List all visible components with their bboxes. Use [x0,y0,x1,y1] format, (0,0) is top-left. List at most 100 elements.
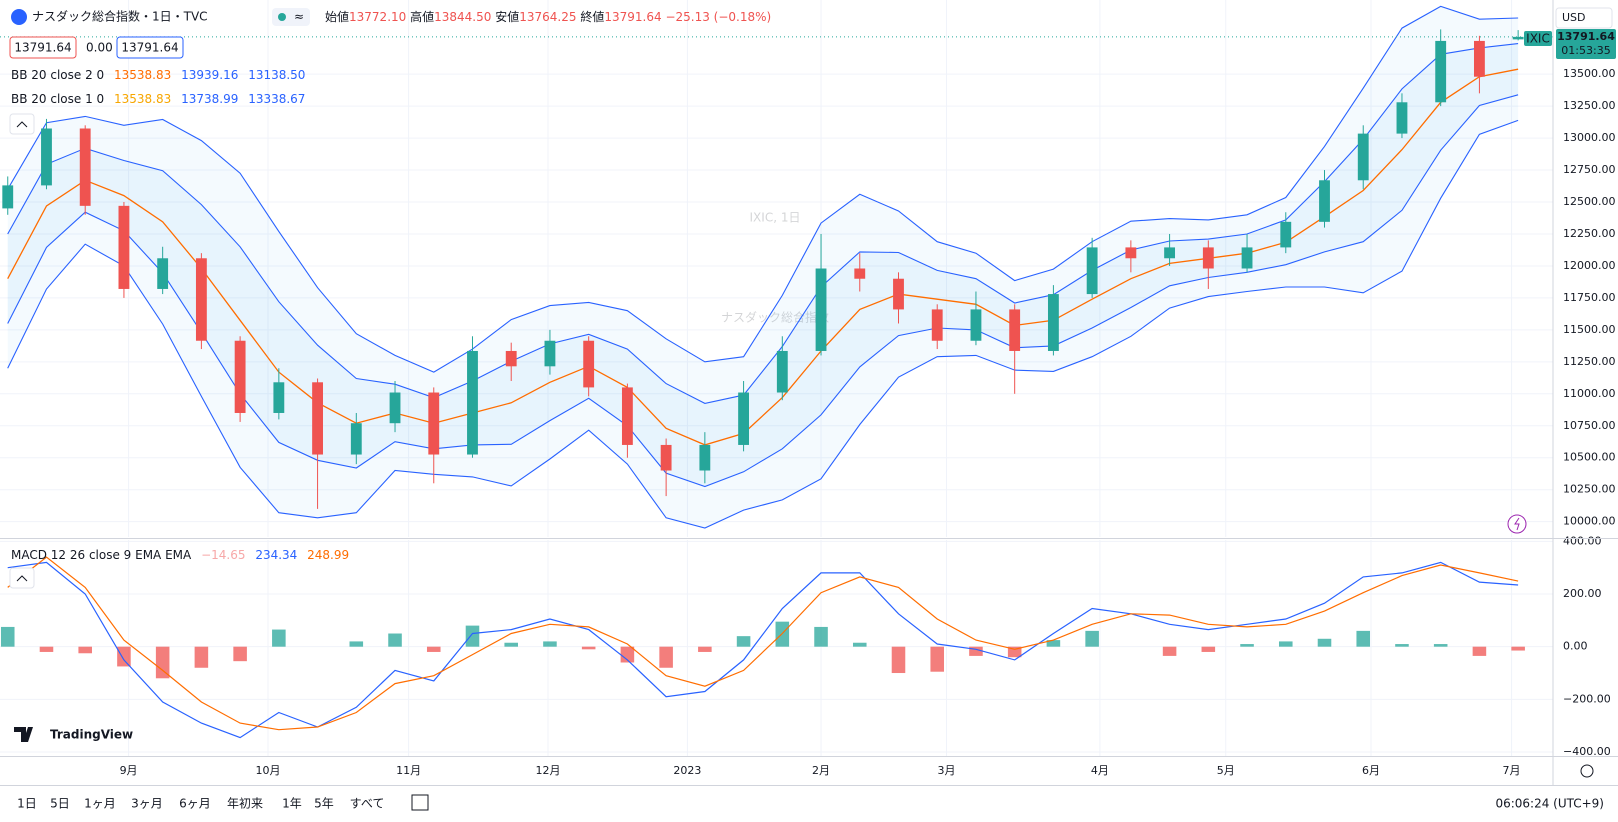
y-tick-label: 10250.00 [1563,483,1616,496]
currency-button[interactable] [1555,7,1613,29]
currency[interactable]: USD [1562,11,1586,24]
histogram-bar [78,646,92,654]
y-tick-label: 12000.00 [1563,259,1616,272]
indicator-value: 13738.99 [181,92,238,106]
histogram-bar [465,625,480,647]
histogram-bar [930,646,944,672]
y-tick-label: 12750.00 [1563,163,1616,176]
brand[interactable]: TradingView [50,728,133,742]
histogram-bar [155,646,170,679]
histogram-bar [1511,646,1525,651]
range-button[interactable]: 1ヶ月 [84,797,116,811]
range-button[interactable]: 5年 [314,797,334,811]
y-tick-label: 10750.00 [1563,419,1616,432]
candle-body [389,392,401,424]
indicator-name: BB 20 close 1 0 [11,92,104,106]
indicator-value: 234.34 [255,548,297,562]
settings-icon[interactable] [1580,764,1594,778]
date-range-icon[interactable] [411,794,429,811]
ohlc-label: 終値 [580,9,604,24]
indicator-value: −14.65 [201,548,245,562]
bid-box [9,36,77,59]
candle-body [621,387,633,445]
histogram-bar [1278,641,1293,647]
band-fill [7,6,1519,528]
candle-body [544,340,556,367]
x-tick-label: 2月 [812,764,830,777]
candle-body [157,258,169,289]
candle-body [350,423,362,455]
histogram-bar [659,646,673,668]
status-badge [272,8,310,26]
indicator-name: MACD 12 26 close 9 EMA EMA [11,548,192,562]
candle-body [1125,247,1137,259]
candle-body [1202,247,1214,269]
candle-body [467,350,478,455]
indicator-legend[interactable]: MACD 12 26 close 9 EMA EMA −14.65 234.34… [11,548,349,562]
histogram-bar [39,646,54,652]
histogram-bar [194,646,209,668]
x-tick-label: 4月 [1091,764,1109,777]
histogram-bar [814,626,828,647]
spread: 0.00 [86,41,113,55]
range-button[interactable]: 1日 [17,797,37,811]
range-button[interactable]: 1年 [282,797,302,811]
candle-body [505,350,517,367]
indicator-legend[interactable]: BB 20 close 2 0 13538.83 13939.16 13138.… [11,68,305,82]
indicator-value: 13138.50 [248,68,305,82]
symbol-tag-text: IXIC [1526,32,1550,46]
ohlc-label: 高値 [410,9,434,24]
histogram-bar [349,641,364,647]
range-button[interactable]: 年初来 [227,797,263,811]
last-price: 13791.64 [1557,30,1615,43]
histogram-bar [426,646,441,652]
indicator-value: 13538.83 [114,92,171,106]
collapse-button[interactable] [9,567,35,589]
histogram-bar [233,646,247,662]
range-button[interactable]: 5日 [50,797,70,811]
band-line [7,94,1519,488]
histogram-bar [1356,630,1371,647]
countdown: 01:53:35 [1561,44,1610,57]
x-tick-label: 11月 [396,764,421,777]
histogram-bar [1007,646,1022,658]
y-tick-label: 10000.00 [1563,515,1616,528]
y-tick-label: −200.00 [1563,692,1611,705]
histogram-bar [388,633,402,647]
histogram-bar [698,646,712,652]
symbol-tag [1524,31,1552,46]
change: −25.13 (−0.18%) [665,10,771,24]
x-tick-label: 6月 [1362,764,1380,777]
range-button[interactable]: 3ヶ月 [131,797,163,811]
collapse-button[interactable] [9,113,35,135]
clock[interactable]: 06:06:24 (UTC+9) [1495,797,1604,811]
indicator-legend[interactable]: BB 20 close 1 0 13538.83 13738.99 13338.… [11,92,305,106]
candle-body [1047,294,1059,351]
bid: 13791.64 [14,41,71,55]
candle-body [1319,180,1330,222]
candle-body [2,185,14,209]
candle-body [738,392,750,445]
indicator-value: 13538.83 [114,68,171,82]
y-tick-label: 11250.00 [1563,355,1616,368]
y-tick-label: 13000.00 [1563,131,1616,144]
y-tick-label: 400.00 [1563,534,1602,547]
range-button[interactable]: すべて [350,797,385,811]
indicator-name: BB 20 close 2 0 [11,68,104,82]
histogram-bar [581,646,596,650]
histogram-bar [1085,630,1099,647]
range-button[interactable]: 6ヶ月 [179,797,211,811]
candle-body [1009,309,1021,351]
indicator-value: 248.99 [307,548,349,562]
band-line [7,119,1519,529]
candle-body [583,340,595,388]
histogram-bar [1472,646,1487,656]
x-tick-label: 9月 [120,764,138,777]
toolbar: 1日 5日 1ヶ月 3ヶ月 6ヶ月 年初来 1年 5年 すべて [17,797,384,811]
histogram-bar [1240,644,1254,647]
symbol-title[interactable]: ナスダック総合指数・1日・TVC [32,9,208,24]
histogram-bar [1162,646,1177,656]
histogram-bar [1395,644,1409,647]
y-tick-label: 13250.00 [1563,99,1616,112]
